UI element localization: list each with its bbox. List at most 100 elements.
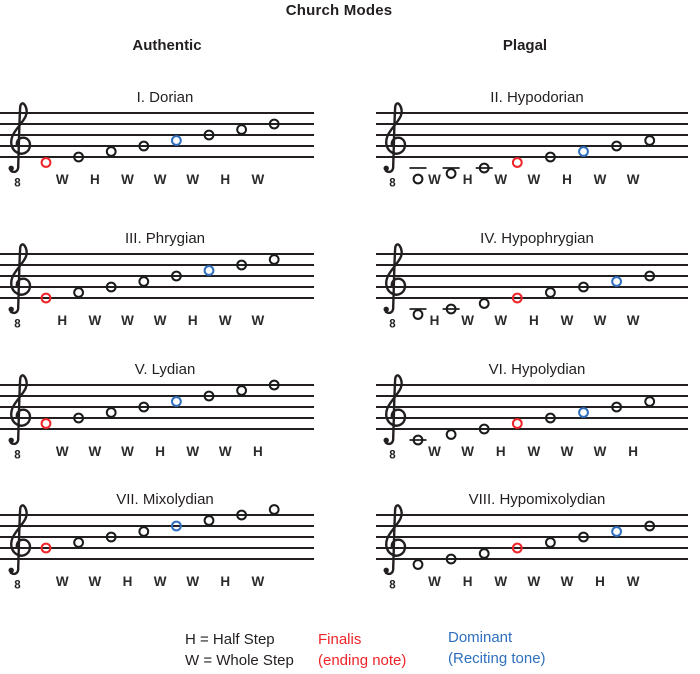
finalis-note — [40, 542, 52, 554]
clef-dot — [383, 437, 389, 443]
step-label: W — [561, 444, 574, 459]
step-label: W — [527, 574, 540, 589]
step-label: W — [89, 574, 102, 589]
dominant-note — [611, 276, 623, 287]
legend-half-step: H = Half Step — [185, 631, 275, 648]
staff-hypolydian-svg: 8 W W H W W W H — [376, 374, 688, 462]
step-label: H — [253, 444, 263, 459]
step-label: H — [123, 574, 133, 589]
clef-dot — [383, 567, 389, 573]
step-label: W — [154, 172, 167, 187]
step-label: W — [121, 172, 134, 187]
step-label: W — [56, 172, 69, 187]
staff-lines — [376, 253, 688, 299]
scale-note — [171, 270, 182, 282]
scale-note — [268, 118, 280, 130]
clef-curve — [384, 243, 407, 315]
staff-hypomixolydian: 8 W H W W W H W — [372, 495, 700, 595]
scale-note — [412, 173, 424, 185]
octave-8-label: 8 — [14, 319, 21, 331]
legend-finalis-subtitle: (ending note) — [318, 652, 407, 669]
step-label: W — [89, 313, 102, 328]
dominant-note — [611, 526, 623, 537]
step-label: W — [428, 574, 441, 589]
treble-clef-8-icon: 8 — [8, 102, 32, 190]
step-label: W — [428, 172, 441, 187]
step-label: H — [463, 574, 473, 589]
dominant-note — [578, 146, 589, 157]
step-label: H — [463, 172, 473, 187]
staff-hypomixolydian-svg: 8 W H W W W H W — [376, 504, 688, 592]
finalis-note — [511, 292, 523, 304]
scale-note — [644, 135, 656, 146]
mode-title-hypodorian: II. Hypodorian — [490, 89, 584, 106]
clef-curve — [384, 374, 407, 446]
staff-lines — [376, 384, 688, 430]
scale-note — [478, 423, 490, 435]
clef-dot — [8, 165, 14, 171]
step-label: W — [494, 172, 507, 187]
legend-finalis-title: Finalis — [318, 631, 362, 648]
step-label: W — [527, 444, 540, 459]
clef-dot — [8, 567, 14, 573]
finalis-note — [40, 418, 52, 429]
staff-hypophrygian: 8 H W W H W W W — [372, 234, 700, 334]
legend-steps: H = Half Step W = Whole Step — [185, 629, 294, 671]
step-label: W — [527, 172, 540, 187]
clef-dot — [8, 437, 14, 443]
staff-lines — [376, 112, 688, 158]
step-label: W — [186, 172, 199, 187]
mode-title-phrygian: III. Phrygian — [124, 230, 206, 247]
scale-note — [73, 151, 84, 163]
step-label: W — [252, 313, 265, 328]
scale-note — [644, 270, 656, 282]
scale-note — [105, 531, 117, 543]
scale-note — [236, 385, 248, 396]
treble-clef-8-icon: 8 — [383, 374, 407, 462]
dominant-note — [578, 407, 589, 418]
scale-note — [578, 531, 589, 543]
octave-8-label: 8 — [14, 580, 21, 592]
column-header-plagal: Plagal — [502, 37, 548, 54]
step-label: H — [90, 172, 100, 187]
staff-lines — [0, 253, 314, 299]
scale-note — [203, 515, 215, 526]
step-label: H — [595, 574, 605, 589]
octave-8-label: 8 — [389, 319, 396, 331]
staff-mixolydian-svg: 8 W W H W W H W — [0, 504, 314, 592]
mode-title-hypomixolydian: VIII. Hypomixolydian — [468, 491, 606, 508]
step-label: W — [494, 574, 507, 589]
step-label: W — [428, 444, 441, 459]
step-label: W — [219, 444, 232, 459]
scale-note — [478, 548, 490, 559]
scale-note — [268, 379, 280, 391]
scale-note — [236, 259, 248, 271]
step-label: W — [561, 313, 574, 328]
staff-lydian: 8 W W W H W W H — [0, 365, 330, 465]
scale-note — [644, 396, 656, 407]
mode-title-mixolydian: VII. Mixolydian — [116, 491, 214, 508]
step-label: H — [57, 313, 67, 328]
octave-8-label: 8 — [389, 580, 396, 592]
step-label: W — [494, 313, 507, 328]
step-label: H — [529, 313, 539, 328]
staff-lines — [376, 514, 688, 560]
scale-note — [644, 520, 656, 532]
scale-note — [138, 401, 150, 413]
step-label: W — [56, 574, 69, 589]
legend-dominant-subtitle: (Reciting tone) — [448, 650, 546, 667]
finalis-note — [511, 157, 523, 168]
legend-dominant: Dominant (Reciting tone) — [448, 627, 546, 669]
scale-note — [203, 390, 215, 402]
scale-note — [478, 298, 490, 309]
clef-dot — [383, 165, 389, 171]
scale-note — [105, 407, 117, 418]
treble-clef-8-icon: 8 — [383, 243, 407, 331]
column-header-authentic: Authentic — [132, 37, 202, 54]
mode-title-hypophrygian: IV. Hypophrygian — [480, 230, 594, 247]
scale-note — [138, 276, 150, 287]
scale-note — [236, 124, 248, 135]
clef-curve — [9, 504, 32, 576]
treble-clef-8-icon: 8 — [383, 102, 407, 190]
